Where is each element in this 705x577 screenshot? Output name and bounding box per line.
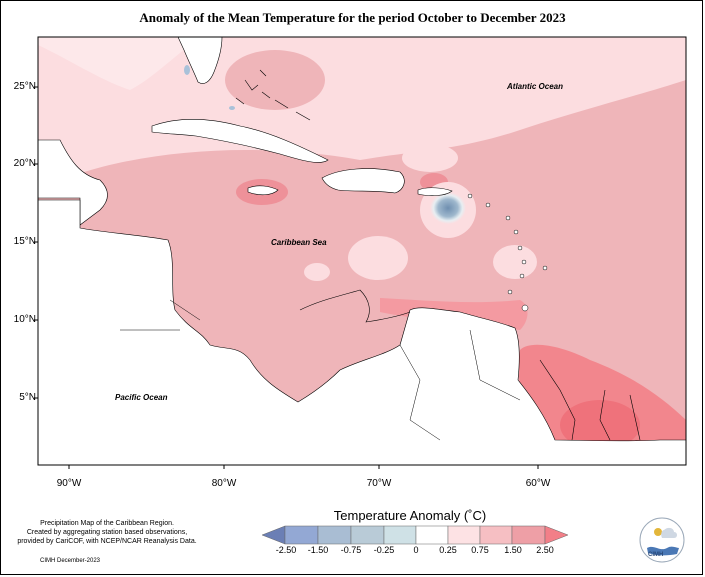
lesser-antilles xyxy=(467,193,548,312)
bahamas-warm-area xyxy=(225,50,325,110)
bahamas-islands xyxy=(235,69,311,121)
legend-tick: -0.75 xyxy=(340,545,362,555)
country-borders xyxy=(120,299,521,441)
legend-colorbar xyxy=(261,525,569,545)
central-south-america-landmass xyxy=(38,199,686,465)
legend-title: Temperature Anomaly (˚C) xyxy=(333,508,487,523)
cuba-cool-spot xyxy=(229,106,235,110)
map-frame xyxy=(37,36,687,466)
caribbean-light-patch-small xyxy=(304,263,330,281)
hispaniola-landmass xyxy=(321,168,405,194)
puerto-rico-landmass xyxy=(417,187,453,196)
legend-tick: 0.75 xyxy=(471,545,489,555)
lat-label-25n: 25°N xyxy=(13,81,36,92)
north-hispaniola-light-patch xyxy=(402,144,458,172)
credit-line: Created by aggregating station based obs… xyxy=(26,529,188,536)
caribbean-sea-label: Caribbean Sea xyxy=(271,238,327,247)
legend-tick: 1.50 xyxy=(504,545,522,555)
florida-cool-spot xyxy=(184,65,190,75)
axis-ticks xyxy=(34,86,539,469)
lat-label-20n: 20°N xyxy=(13,158,36,169)
pacific-ocean-label: Pacific Ocean xyxy=(115,393,168,402)
legend-tick: 0 xyxy=(413,545,419,555)
atlantic-ocean-label: Atlantic Ocean xyxy=(507,82,564,91)
venezuela-coastline xyxy=(299,289,411,323)
lon-label-80w: 80°W xyxy=(211,478,237,489)
legend-tick: -1.50 xyxy=(307,545,329,555)
legend-tick: 0.25 xyxy=(439,545,457,555)
cimh-logo xyxy=(639,517,685,563)
credit-line: provided by CariCOF, with NCEP/NCAR Rean… xyxy=(17,538,197,545)
lon-label-70w: 70°W xyxy=(366,478,392,489)
map-title: Anomaly of the Mean Temperature for the … xyxy=(139,10,566,25)
suriname-hot-spot xyxy=(560,400,640,450)
credit-date: CIMH December-2023 xyxy=(40,558,101,564)
legend-tick: -0.25 xyxy=(373,545,395,555)
lat-label-5n: 5°N xyxy=(19,392,36,403)
credit-text: Precipitation Map of the Caribbean Regio… xyxy=(12,519,202,546)
legend-tick: 2.50 xyxy=(536,545,554,555)
florida-landmass xyxy=(177,37,223,84)
cuba-landmass xyxy=(151,118,329,163)
yucatan-landmass xyxy=(38,139,108,226)
guianas-borders xyxy=(539,359,641,441)
lat-label-15n: 15°N xyxy=(13,236,36,247)
lon-label-90w: 90°W xyxy=(56,478,82,489)
caribbean-light-patch xyxy=(348,236,408,280)
east-caribbean-light-patch xyxy=(493,245,537,279)
lon-label-60w: 60°W xyxy=(525,478,551,489)
legend-tick: -2.50 xyxy=(275,545,297,555)
credit-line: Precipitation Map of the Caribbean Regio… xyxy=(40,520,174,527)
logo-text: CIMH xyxy=(648,552,664,558)
lat-label-10n: 10°N xyxy=(13,314,36,325)
northwest-light-area xyxy=(38,37,200,90)
jamaica-landmass xyxy=(247,185,279,196)
puerto-rico-cold-spot xyxy=(430,192,466,224)
